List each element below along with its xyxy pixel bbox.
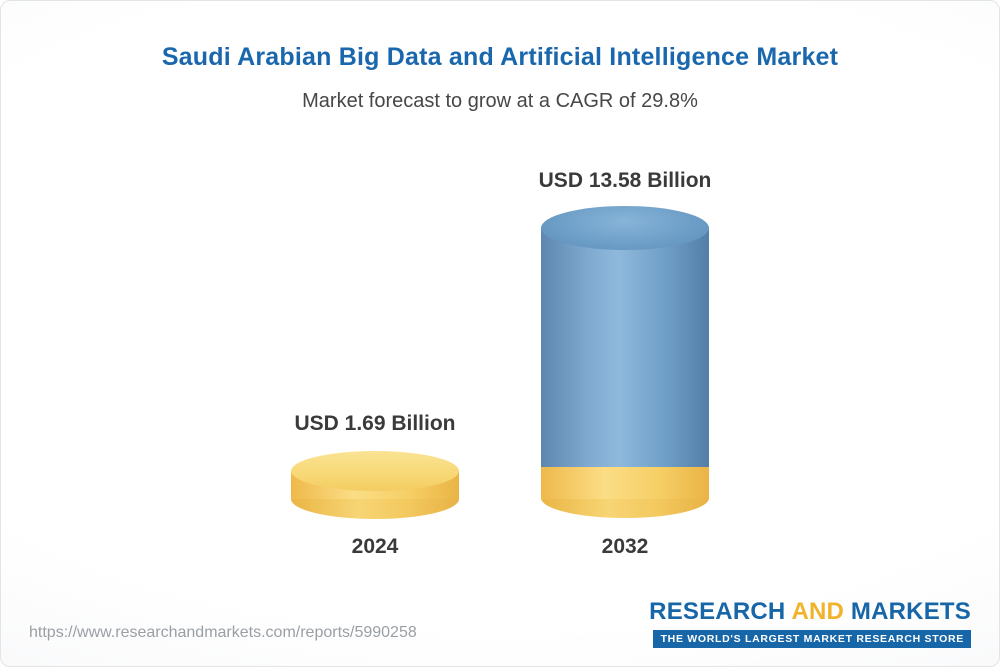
research-and-markets-logo: RESEARCH AND MARKETS THE WORLD'S LARGEST… bbox=[649, 598, 971, 648]
bar-2032-body bbox=[541, 228, 709, 467]
axis-label-2032: 2032 bbox=[601, 535, 649, 558]
axis-label-2024: 2024 bbox=[351, 535, 399, 558]
logo-tagline: THE WORLD'S LARGEST MARKET RESEARCH STOR… bbox=[652, 630, 971, 648]
chart-subtitle: Market forecast to grow at a CAGR of 29.… bbox=[302, 90, 698, 112]
bar-2032-base-segment bbox=[541, 466, 709, 499]
logo-wordmark: RESEARCH AND MARKETS bbox=[649, 598, 971, 626]
chart-title: Saudi Arabian Big Data and Artificial In… bbox=[161, 43, 839, 71]
report-url: https://www.researchandmarkets.com/repor… bbox=[29, 624, 417, 641]
bar-2024-cylinder bbox=[291, 451, 459, 519]
bar-2032-cylinder bbox=[541, 206, 709, 520]
bar-2024-top-ellipse bbox=[291, 451, 459, 491]
bar-2032-top-ellipse bbox=[541, 206, 709, 250]
logo-word-markets: MARKETS bbox=[850, 598, 971, 625]
logo-word-and: AND bbox=[791, 598, 845, 625]
logo-word-research: RESEARCH bbox=[649, 598, 786, 625]
value-label-2024: USD 1.69 Billion bbox=[294, 412, 456, 435]
value-label-2032: USD 13.58 Billion bbox=[538, 169, 712, 192]
